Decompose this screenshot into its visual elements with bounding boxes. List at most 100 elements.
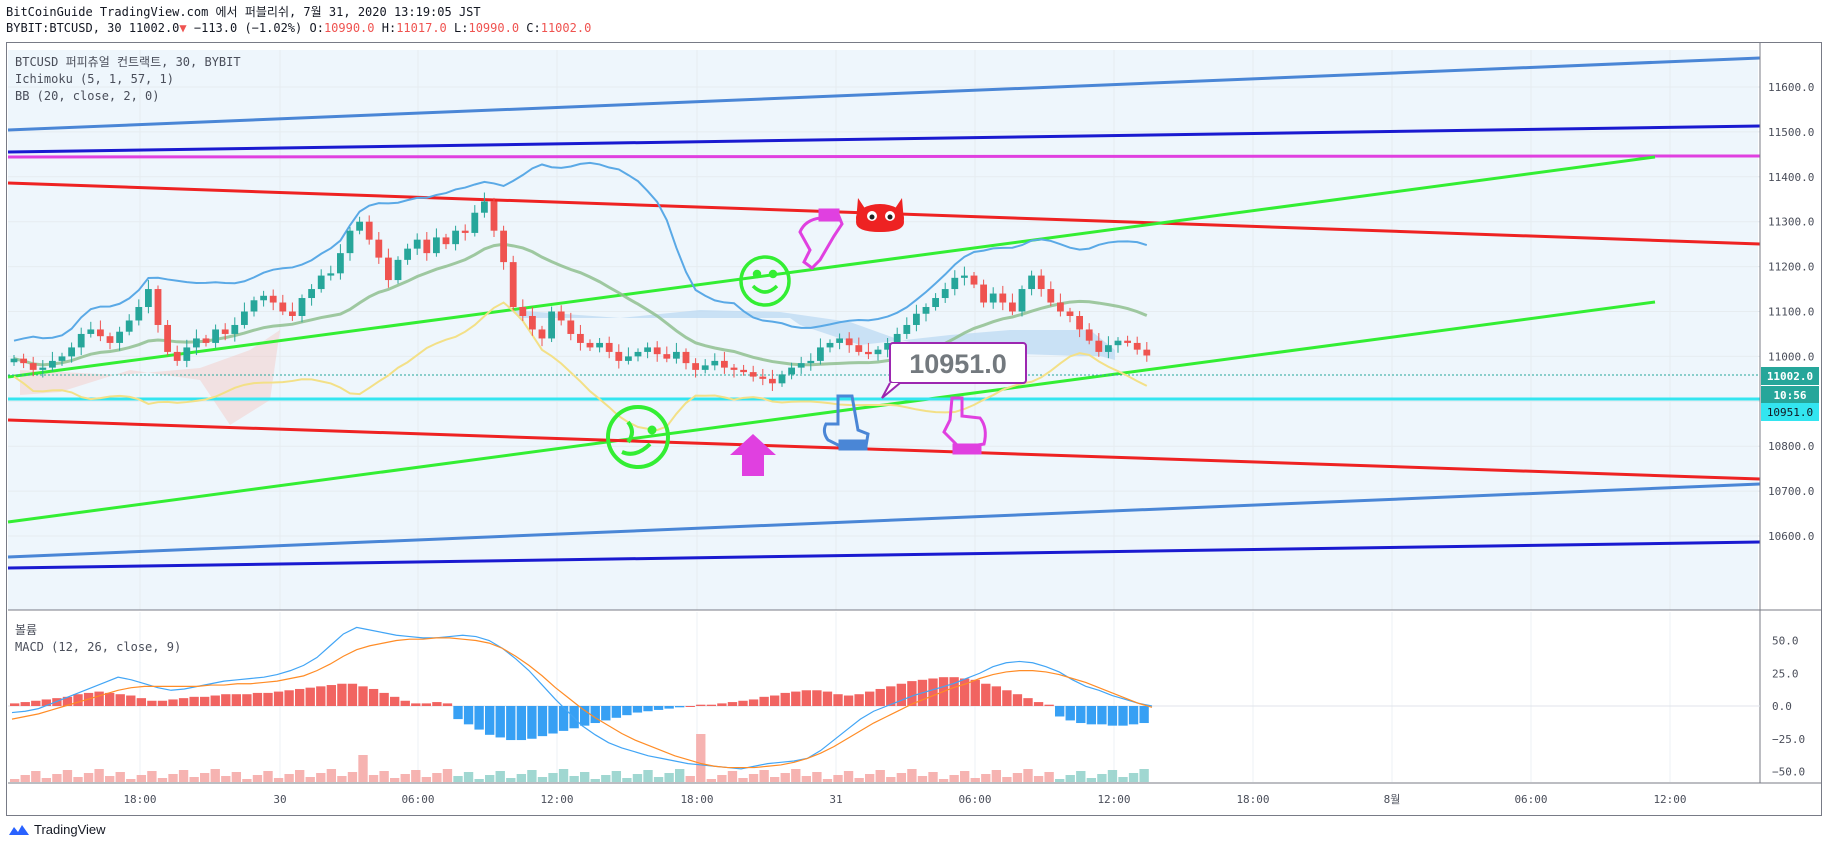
candle-body <box>586 342 594 348</box>
candle-body <box>1009 302 1016 312</box>
macd-histogram-bar <box>126 695 136 706</box>
candle-body <box>1143 349 1151 356</box>
macd-histogram-bar <box>316 686 326 706</box>
candle-body <box>1047 289 1055 303</box>
symbol-label: BYBIT:BTCUSD, 30 <box>6 21 122 35</box>
x-tick-label: 30 <box>273 793 286 806</box>
volume-bar <box>580 772 590 782</box>
macd-histogram-bar <box>189 696 199 706</box>
macd-histogram-bar <box>52 698 62 706</box>
legend-volume[interactable]: 볼륨 <box>15 623 38 637</box>
chart-frame[interactable] <box>6 42 1822 816</box>
macd-legend: 볼륨 MACD (12, 26, close, 9) <box>15 622 181 656</box>
y-tick-label: 11200.0 <box>1768 261 1814 274</box>
candle-body <box>941 289 949 299</box>
candle-body <box>212 329 219 343</box>
macd-histogram-bar <box>717 703 727 706</box>
macd-histogram-bar <box>400 700 410 706</box>
lower-red-line <box>7 418 1761 481</box>
macd-histogram-bar <box>601 706 611 721</box>
price-legend: BTCUSD 퍼피츄얼 컨트랙트, 30, BYBIT Ichimoku (5,… <box>15 54 241 105</box>
volume-bar <box>653 777 664 782</box>
brand-text[interactable]: TradingView <box>34 822 106 837</box>
volume-bar <box>917 776 928 782</box>
last-price-label: 11002.0 <box>1767 370 1813 383</box>
volume-bar <box>601 775 611 782</box>
candle-body <box>740 369 747 373</box>
volume-bar <box>20 775 30 782</box>
macd-histogram-bar <box>696 704 706 706</box>
candle-body <box>673 351 680 359</box>
legend-macd[interactable]: MACD (12, 26, close, 9) <box>15 640 182 654</box>
macd-histogram-bar <box>295 688 305 706</box>
macd-histogram-bar <box>643 706 653 712</box>
down-arrow-icon: ▼ <box>179 21 187 35</box>
countdown-label: 10:56 <box>1773 389 1806 402</box>
candle-body <box>241 311 248 325</box>
candle-body <box>701 365 709 370</box>
candle-body <box>692 363 699 370</box>
candle-body <box>1095 340 1103 352</box>
volume-bar <box>833 775 843 782</box>
macd-histogram-bar <box>115 694 125 706</box>
legend-bb[interactable]: BB (20, close, 2, 0) <box>15 89 160 103</box>
volume-bar <box>685 776 695 782</box>
candle-body <box>116 331 123 343</box>
candle-body <box>423 239 431 254</box>
close-label: C: <box>526 21 541 35</box>
y-tick-label: 10800.0 <box>1768 440 1814 453</box>
price-axis: 11600.0 11500.0 11400.0 11300.0 11200.0 11100… <box>1768 81 1814 543</box>
volume-bar <box>52 774 62 782</box>
volume-bar <box>126 779 136 782</box>
candle-body <box>452 230 459 245</box>
candle-body <box>77 333 85 348</box>
macd-histogram-bar <box>474 706 484 730</box>
price-change: −113.0 (−1.02%) <box>193 21 303 35</box>
legend-ichimoku[interactable]: Ichimoku (5, 1, 57, 1) <box>15 72 174 86</box>
volume-bar <box>1002 777 1012 782</box>
volume-bar <box>664 773 674 782</box>
candle-body <box>577 333 584 343</box>
candle-body <box>125 320 133 332</box>
volume-bar <box>938 779 949 782</box>
tradingview-logo-icon[interactable] <box>8 823 30 837</box>
macd-histogram-bar <box>411 703 421 706</box>
high-label: H: <box>381 21 397 35</box>
volume-bar <box>843 771 854 782</box>
candle-body <box>951 277 959 290</box>
volume-bar <box>157 778 168 782</box>
x-tick-label: 12:00 <box>1097 793 1130 806</box>
macd-tick-label: 50.0 <box>1772 635 1799 648</box>
macd-histogram-bar <box>780 692 790 706</box>
candle-body <box>644 347 651 352</box>
x-tick-label: 18:00 <box>680 793 713 806</box>
volume-bar <box>1023 769 1033 782</box>
macd-histogram-bar <box>358 686 368 706</box>
macd-histogram-bar <box>949 677 959 706</box>
volume-bar <box>727 771 738 782</box>
x-tick-label: 06:00 <box>401 793 434 806</box>
volume-bar <box>453 776 463 782</box>
volume-bar <box>411 770 421 782</box>
candle-body <box>797 363 805 368</box>
volume-bar <box>316 773 326 782</box>
macd-histogram-bar <box>886 686 896 706</box>
volume-bar <box>442 769 453 782</box>
macd-histogram-bar <box>558 706 569 731</box>
low-value: 10990.0 <box>468 21 520 35</box>
lower-green-line <box>7 300 1656 524</box>
macd-histogram-bar <box>1033 702 1044 706</box>
volume-bar <box>485 775 495 782</box>
macd-histogram-bar <box>62 696 73 706</box>
volume-bar <box>1044 772 1054 782</box>
volume-bar <box>1097 774 1107 782</box>
legend-symbol[interactable]: BTCUSD 퍼피츄얼 컨트랙트, 30, BYBIT <box>15 55 241 69</box>
callout-price-text: 10951.0 <box>909 349 1007 379</box>
y-tick-label: 10600.0 <box>1768 530 1814 543</box>
candle-body <box>193 338 200 348</box>
candles <box>10 192 1151 391</box>
macd-histogram-bar <box>748 699 759 706</box>
volume-bar <box>83 773 94 782</box>
volume-bar <box>1012 773 1023 782</box>
